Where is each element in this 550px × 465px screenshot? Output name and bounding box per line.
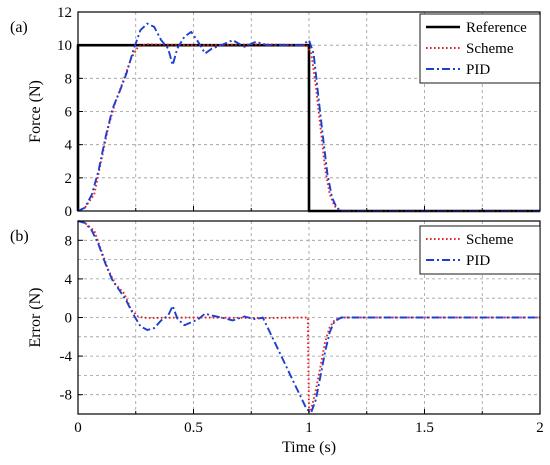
x-tick-label-4: 2 [536, 420, 544, 436]
panel-a-y-tick-label-3: 6 [65, 105, 73, 121]
panel-b-y-axis-title: Error (N) [27, 288, 44, 348]
panel-a-label: (a) [10, 19, 28, 36]
x-tick-label-1: 0.5 [184, 420, 203, 436]
panel-a-legend: Reference Scheme PID [419, 13, 541, 84]
panel-b-series-layer [77, 220, 540, 414]
panel-a-y-tick-label-1: 2 [65, 171, 73, 187]
panel-b-y-tick-label-3: 4 [65, 272, 73, 288]
panel-a-force-chart: 0 2 4 6 8 10 12 (a) Force (N) Reference Scheme P… [10, 5, 541, 220]
panel-a-y-tick-label-5: 10 [57, 38, 72, 54]
series-line-scheme [77, 220, 540, 414]
panel-b-label: (b) [10, 228, 29, 245]
panel-b-y-tick-label-2: 0 [65, 311, 73, 327]
x-axis-title: Time (s) [282, 439, 336, 456]
panel-b-y-tick-label-0: -8 [60, 388, 73, 404]
panel-b-ticks: 0 0.5 1 1.5 2 -8 -4 0 4 8 [60, 233, 544, 436]
panel-a-y-tick-label-4: 8 [65, 71, 73, 87]
panel-b-y-tick-label-4: 8 [65, 233, 73, 249]
panel-b-error-chart: 0 0.5 1 1.5 2 -8 -4 0 4 8 (b) Error (N) Scheme PID [10, 220, 544, 436]
panel-a-y-axis-title: Force (N) [27, 80, 44, 143]
panel-b-y-tick-label-1: -4 [60, 349, 73, 365]
x-tick-label-3: 1.5 [415, 420, 434, 436]
legend-label-pid: PID [466, 62, 490, 78]
panel-a-legend-box [419, 13, 541, 84]
x-tick-label-0: 0 [74, 420, 82, 436]
panel-b-legend-box [419, 225, 541, 275]
legend-label-reference: Reference [466, 20, 527, 36]
panel-b-legend: Scheme PID [419, 225, 541, 275]
x-tick-label-2: 1 [305, 420, 313, 436]
panel-a-y-tick-label-2: 4 [65, 138, 73, 154]
panel-a-ticks: 0 2 4 6 8 10 12 [57, 5, 541, 220]
series-line-scheme [77, 43, 540, 212]
legend-label-scheme: Scheme [466, 41, 514, 57]
legend-label-scheme: Scheme [466, 232, 514, 248]
series-line-pid [77, 220, 540, 414]
series-line-pid [77, 22, 540, 212]
legend-label-pid: PID [466, 253, 490, 269]
panel-a-y-tick-label-0: 0 [65, 204, 73, 220]
panel-a-y-tick-label-6: 12 [57, 5, 72, 21]
